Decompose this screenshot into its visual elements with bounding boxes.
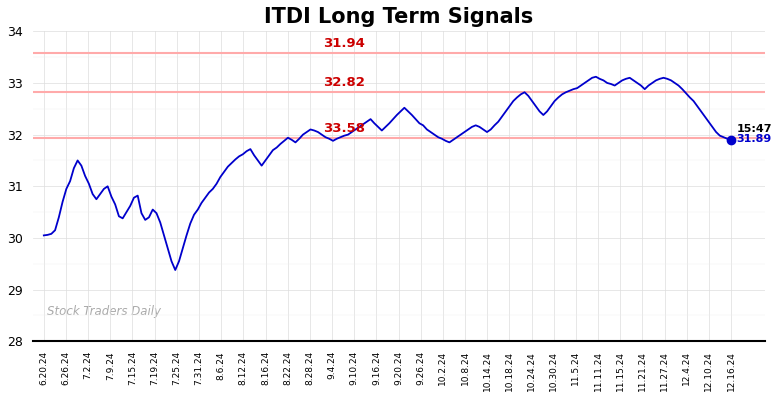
Text: 32.82: 32.82	[323, 76, 365, 89]
Text: Stock Traders Daily: Stock Traders Daily	[47, 305, 162, 318]
Text: 31.89: 31.89	[737, 134, 772, 144]
Title: ITDI Long Term Signals: ITDI Long Term Signals	[264, 7, 533, 27]
Text: 31.94: 31.94	[323, 37, 365, 50]
Text: 15:47: 15:47	[737, 124, 772, 134]
Text: 33.58: 33.58	[323, 122, 365, 135]
